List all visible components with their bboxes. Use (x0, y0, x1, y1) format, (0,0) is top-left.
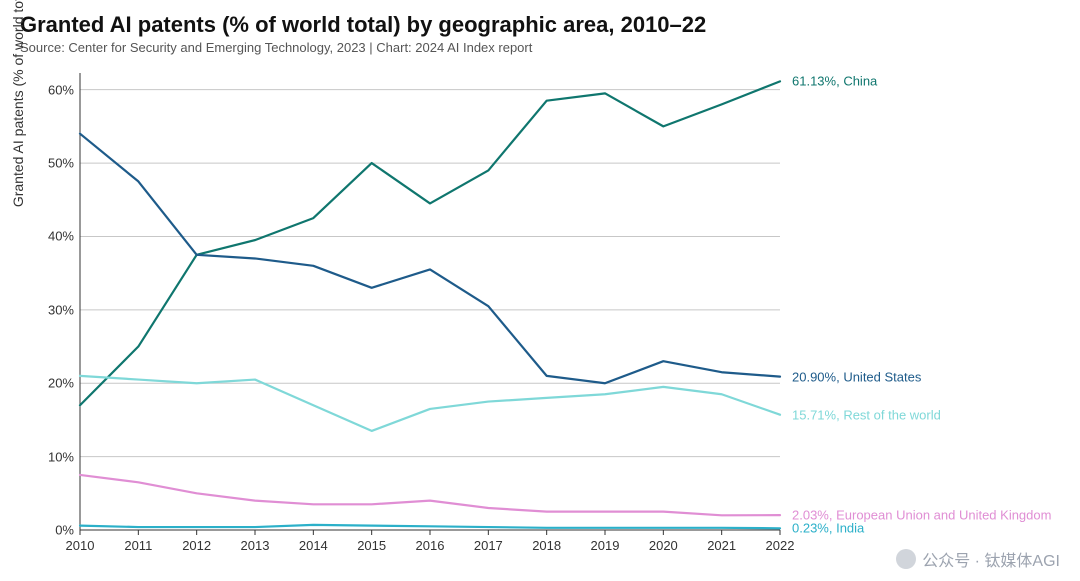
x-tick-label: 2014 (299, 538, 328, 553)
y-tick-label: 10% (36, 449, 74, 464)
x-tick-label: 2021 (707, 538, 736, 553)
y-tick-label: 50% (36, 156, 74, 171)
x-tick-label: 2018 (532, 538, 561, 553)
y-tick-label: 20% (36, 376, 74, 391)
series-line-china (80, 81, 780, 405)
series-line-rest-of-world (80, 376, 780, 431)
series-line-eu-uk (80, 475, 780, 515)
watermark-text: 公众号 · 钛媒体AGI (922, 547, 1060, 571)
series-end-label-china: 61.13%, China (792, 74, 877, 89)
x-tick-label: 2019 (591, 538, 620, 553)
y-tick-label: 0% (36, 523, 74, 538)
x-tick-label: 2015 (357, 538, 386, 553)
watermark: 公众号 · 钛媒体AGI (896, 547, 1060, 571)
series-end-label-india: 0.23%, India (792, 521, 864, 536)
x-tick-label: 2013 (241, 538, 270, 553)
x-tick-label: 2011 (124, 538, 152, 553)
y-tick-label: 40% (36, 229, 74, 244)
series-line-united-states (80, 134, 780, 384)
x-tick-label: 2016 (416, 538, 445, 553)
x-tick-label: 2012 (182, 538, 211, 553)
chart-plot (0, 0, 1080, 581)
x-tick-label: 2020 (649, 538, 678, 553)
series-end-label-rest-of-world: 15.71%, Rest of the world (792, 407, 941, 422)
series-end-label-united-states: 20.90%, United States (792, 369, 921, 384)
y-tick-label: 60% (36, 82, 74, 97)
x-tick-label: 2022 (766, 538, 795, 553)
series-line-india (80, 525, 780, 528)
x-tick-label: 2017 (474, 538, 503, 553)
y-tick-label: 30% (36, 302, 74, 317)
wechat-icon (896, 549, 916, 569)
x-tick-label: 2010 (66, 538, 95, 553)
